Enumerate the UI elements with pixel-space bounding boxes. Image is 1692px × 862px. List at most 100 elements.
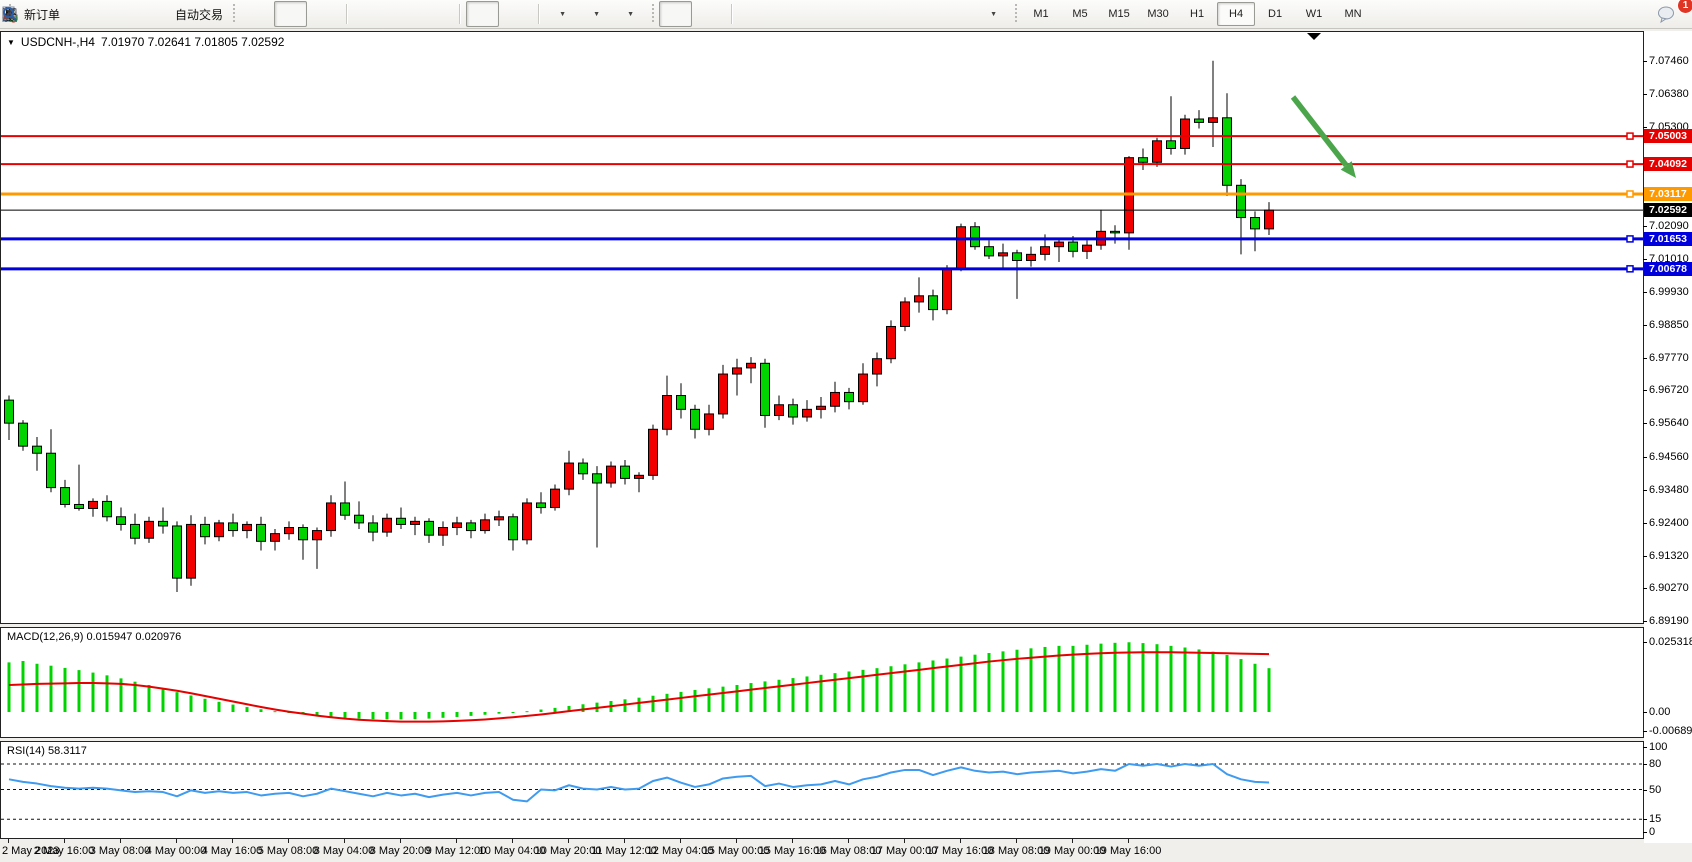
- chart-shift-button[interactable]: [3, 1, 533, 27]
- candle: [1236, 184, 1246, 219]
- macd-histogram-bar: [819, 674, 823, 712]
- arrows-dropdown-caret[interactable]: ▼: [990, 10, 997, 18]
- macd-histogram-bar: [119, 678, 123, 712]
- timeframe-m5[interactable]: M5: [1072, 8, 1088, 20]
- zoom-in-button[interactable]: [3, 1, 386, 27]
- text-tool-button[interactable]: A: [5, 1, 941, 27]
- price-tick-label: 7.02090: [1643, 219, 1689, 232]
- price-axis[interactable]: 7.07460 7.06380 7.05300 7.02090 7.01010 6.999…: [1642, 31, 1692, 843]
- candle: [326, 502, 336, 532]
- new-order-button[interactable]: 新订单: [2, 1, 64, 27]
- macd-histogram-bar: [161, 688, 165, 712]
- trend-arrow-annotation[interactable]: [1290, 95, 1349, 168]
- periods-dropdown-caret[interactable]: ▼: [593, 10, 600, 18]
- level-drag-handle[interactable]: [1626, 265, 1634, 273]
- timeframe-m30[interactable]: M30: [1147, 8, 1169, 20]
- level-drag-handle[interactable]: [1626, 132, 1634, 140]
- time-label: 17 May 16:00: [926, 845, 994, 857]
- group-drag-handle[interactable]: [1013, 4, 1019, 24]
- candle: [690, 408, 700, 430]
- candle: [1068, 241, 1078, 252]
- candle: [956, 226, 966, 269]
- profile-button[interactable]: [2, 1, 132, 27]
- candle: [368, 522, 378, 533]
- candle: [942, 267, 952, 311]
- macd-histogram-bar: [931, 660, 935, 712]
- candle: [620, 465, 630, 479]
- horizontal-line-tool-button[interactable]: [3, 1, 805, 27]
- macd-histogram-bar: [1239, 659, 1243, 712]
- timeframe-h4[interactable]: H4: [1217, 2, 1256, 26]
- vertical-line-tool-button[interactable]: [8, 1, 771, 27]
- templates-dropdown-caret[interactable]: ▼: [627, 10, 634, 18]
- crosshair-tool-button[interactable]: [3, 1, 726, 27]
- macd-histogram-bar: [7, 662, 11, 712]
- time-label: 10 May 20:00: [534, 845, 602, 857]
- time-axis-tick: [288, 838, 289, 843]
- auto-scroll-button[interactable]: [3, 1, 500, 27]
- macd-histogram-bar: [511, 712, 515, 713]
- time-label: 8 May 20:00: [369, 845, 431, 857]
- time-axis-tick: [904, 838, 905, 843]
- time-axis-tick: [232, 838, 233, 843]
- trendline-tool-button[interactable]: [3, 1, 839, 27]
- bar-chart-type-button[interactable]: [3, 1, 273, 27]
- indicators-button[interactable]: ▼: [2, 1, 578, 27]
- candle: [158, 520, 168, 527]
- channel-tool-button[interactable]: E: [2, 1, 873, 27]
- group-drag-handle[interactable]: [231, 4, 237, 24]
- level-drag-handle[interactable]: [1626, 235, 1634, 243]
- fibonacci-tool-button[interactable]: F: [3, 1, 907, 27]
- macd-histogram-bar: [693, 689, 697, 712]
- time-axis-tick: [176, 838, 177, 843]
- search-button[interactable]: [3, 1, 1649, 27]
- auto-trading-button[interactable]: 自动交易: [2, 1, 227, 27]
- indicators-dropdown-caret[interactable]: ▼: [559, 10, 566, 18]
- macd-histogram-bar: [245, 707, 249, 712]
- candlestick-chart[interactable]: [1, 32, 1643, 622]
- cursor-tool-button[interactable]: [6, 1, 693, 27]
- macd-histogram-bar: [567, 705, 571, 712]
- level-drag-handle[interactable]: [1626, 160, 1634, 168]
- time-axis-tick: [120, 838, 121, 843]
- market-watch-button[interactable]: [3, 1, 98, 27]
- timeframe-m1[interactable]: M1: [1033, 8, 1049, 20]
- macd-axis-label: -0.006894: [1643, 725, 1692, 737]
- timeframe-d1[interactable]: D1: [1268, 8, 1283, 20]
- timeframe-w1[interactable]: W1: [1305, 8, 1323, 20]
- macd-axis-label: 0.00: [1642, 706, 1671, 718]
- macd-histogram-bar: [1085, 644, 1089, 712]
- timeframe-h1[interactable]: H1: [1190, 8, 1205, 20]
- price-tick-label: 6.90270: [1643, 582, 1689, 595]
- main-chart-panel[interactable]: [0, 31, 1644, 624]
- time-axis[interactable]: 2 May 2023 2 May 16:00 3 May 08:00 4 May 00…: [0, 838, 1692, 862]
- arrows-tool-button[interactable]: ▼: [3, 1, 1009, 27]
- timeframe-mn[interactable]: MN: [1344, 8, 1362, 20]
- macd-histogram-bar: [1141, 643, 1145, 712]
- zoom-out-button[interactable]: [3, 1, 420, 27]
- tile-windows-button[interactable]: [3, 1, 454, 27]
- label-tool-button[interactable]: T: [3, 1, 975, 27]
- level-drag-handle[interactable]: [1626, 190, 1634, 198]
- macd-histogram-bar: [105, 675, 109, 712]
- main-toolbar: 新订单 自动交易: [0, 0, 1692, 29]
- macd-histogram-bar: [735, 684, 739, 712]
- symbol-dropdown-icon[interactable]: ▼: [7, 37, 15, 47]
- templates-button[interactable]: ▼: [2, 1, 646, 27]
- time-label: 10 May 04:00: [478, 845, 546, 857]
- notifications-button[interactable]: 1: [1655, 0, 1692, 27]
- group-drag-handle[interactable]: [650, 4, 656, 24]
- time-label: 2 May 16:00: [33, 845, 95, 857]
- timeframe-m15[interactable]: M15: [1108, 8, 1130, 20]
- candle: [872, 358, 882, 375]
- periods-button[interactable]: ▼: [2, 1, 612, 27]
- macd-histogram-bar: [1029, 648, 1033, 712]
- line-chart-type-button[interactable]: [2, 1, 341, 27]
- signal-button[interactable]: [4, 1, 166, 27]
- candle: [746, 362, 756, 369]
- candle: [984, 246, 994, 257]
- candlestick-chart-type-button[interactable]: [3, 1, 308, 27]
- candle: [214, 522, 224, 538]
- macd-histogram-bar: [1169, 645, 1173, 712]
- candle: [256, 523, 266, 542]
